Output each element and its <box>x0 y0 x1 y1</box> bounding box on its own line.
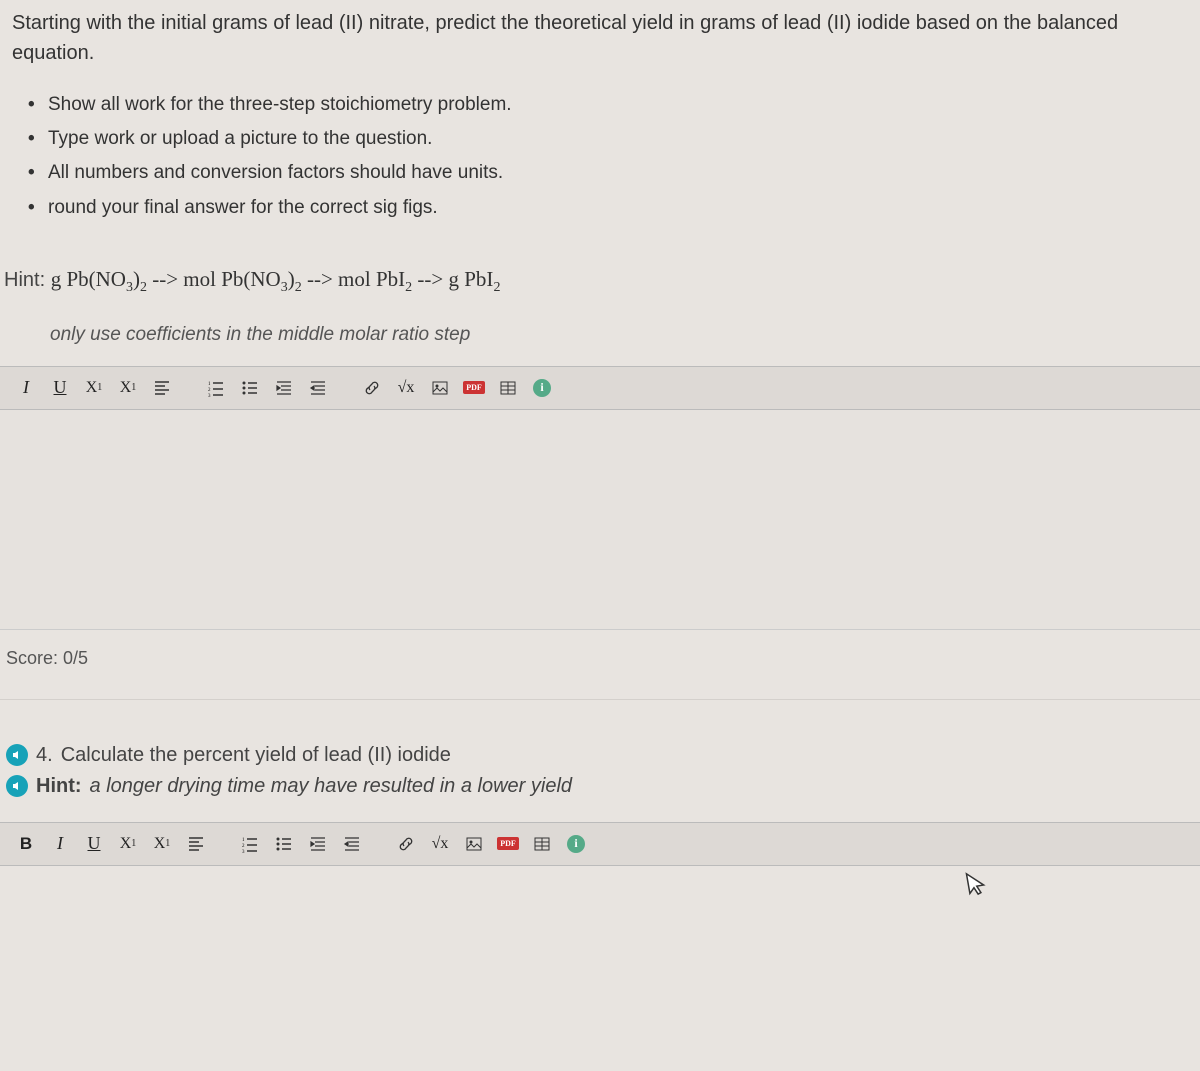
table-button[interactable] <box>492 373 524 403</box>
info-button[interactable]: i <box>560 829 592 859</box>
instruction-item: Show all work for the three-step stoichi… <box>48 88 1200 122</box>
align-button[interactable] <box>180 829 212 859</box>
bold-button[interactable]: B <box>10 829 42 859</box>
svg-text:3: 3 <box>242 850 245 853</box>
unordered-list-button[interactable] <box>234 373 266 403</box>
q4-hint-label: Hint: <box>36 775 82 798</box>
image-icon <box>465 835 483 853</box>
hint-line: Hint: g Pb(NO3)2 --> mol Pb(NO3)2 --> mo… <box>0 237 1200 304</box>
underline-button[interactable]: U <box>44 373 76 403</box>
unordered-list-icon <box>275 835 293 853</box>
audio-icon[interactable] <box>6 775 28 797</box>
cursor-icon <box>963 868 993 907</box>
score-label: Score: <box>6 648 58 668</box>
table-button[interactable] <box>526 829 558 859</box>
hint-note: only use coefficients in the middle mola… <box>0 304 1200 366</box>
ordered-list-button[interactable]: 123 <box>234 829 266 859</box>
hint-formula: g Pb(NO3)2 --> mol Pb(NO3)2 --> mol PbI2… <box>51 267 501 291</box>
equation-button[interactable]: √x <box>424 829 456 859</box>
underline-button[interactable]: U <box>78 829 110 859</box>
question-4-block: 4. Calculate the percent yield of lead (… <box>0 700 1200 812</box>
ordered-list-button[interactable]: 123 <box>200 373 232 403</box>
italic-button[interactable]: I <box>10 373 42 403</box>
outdent-button[interactable] <box>302 373 334 403</box>
score-display: Score: 0/5 <box>0 630 1200 700</box>
unordered-list-icon <box>241 379 259 397</box>
svg-text:1: 1 <box>208 382 211 387</box>
question-intro: Starting with the initial grams of lead … <box>0 0 1200 76</box>
subscript-button[interactable]: X1 <box>78 373 110 403</box>
svg-text:2: 2 <box>208 388 211 393</box>
outdent-button[interactable] <box>336 829 368 859</box>
info-icon: i <box>567 835 585 853</box>
outdent-icon <box>309 379 327 397</box>
instruction-item: All numbers and conversion factors shoul… <box>48 156 1200 190</box>
audio-icon[interactable] <box>6 744 28 766</box>
question-4-text: Calculate the percent yield of lead (II)… <box>61 744 451 767</box>
indent-button[interactable] <box>302 829 334 859</box>
indent-icon <box>275 379 293 397</box>
question-number: 4. <box>36 744 53 767</box>
editor-toolbar-2: B I U X1 X1 123 √x PDF i <box>0 822 1200 866</box>
info-icon: i <box>533 379 551 397</box>
image-button[interactable] <box>458 829 490 859</box>
table-icon <box>533 835 551 853</box>
pdf-button[interactable]: PDF <box>458 373 490 403</box>
align-icon <box>187 835 205 853</box>
svg-text:3: 3 <box>208 394 211 397</box>
info-button[interactable]: i <box>526 373 558 403</box>
instruction-list: Show all work for the three-step stoichi… <box>0 76 1200 237</box>
svg-text:2: 2 <box>242 844 245 849</box>
equation-button[interactable]: √x <box>390 373 422 403</box>
table-icon <box>499 379 517 397</box>
indent-icon <box>309 835 327 853</box>
hint-label: Hint: <box>4 269 45 291</box>
superscript-button[interactable]: X1 <box>112 373 144 403</box>
answer-editor[interactable] <box>0 410 1200 630</box>
ordered-list-icon: 123 <box>241 835 259 853</box>
score-value: 0/5 <box>63 648 88 668</box>
svg-text:1: 1 <box>242 838 245 843</box>
instruction-item: round your final answer for the correct … <box>48 191 1200 225</box>
image-button[interactable] <box>424 373 456 403</box>
link-button[interactable] <box>390 829 422 859</box>
superscript-button[interactable]: X1 <box>146 829 178 859</box>
outdent-icon <box>343 835 361 853</box>
instruction-item: Type work or upload a picture to the que… <box>48 122 1200 156</box>
q4-hint-text: a longer drying time may have resulted i… <box>90 775 572 798</box>
italic-button[interactable]: I <box>44 829 76 859</box>
unordered-list-button[interactable] <box>268 829 300 859</box>
link-icon <box>397 835 415 853</box>
align-icon <box>153 379 171 397</box>
pdf-button[interactable]: PDF <box>492 829 524 859</box>
ordered-list-icon: 123 <box>207 379 225 397</box>
indent-button[interactable] <box>268 373 300 403</box>
pdf-icon: PDF <box>497 837 519 850</box>
editor-toolbar-1: I U X1 X1 123 √x PDF i <box>0 366 1200 410</box>
link-icon <box>363 379 381 397</box>
align-button[interactable] <box>146 373 178 403</box>
pdf-icon: PDF <box>463 381 485 394</box>
link-button[interactable] <box>356 373 388 403</box>
subscript-button[interactable]: X1 <box>112 829 144 859</box>
image-icon <box>431 379 449 397</box>
